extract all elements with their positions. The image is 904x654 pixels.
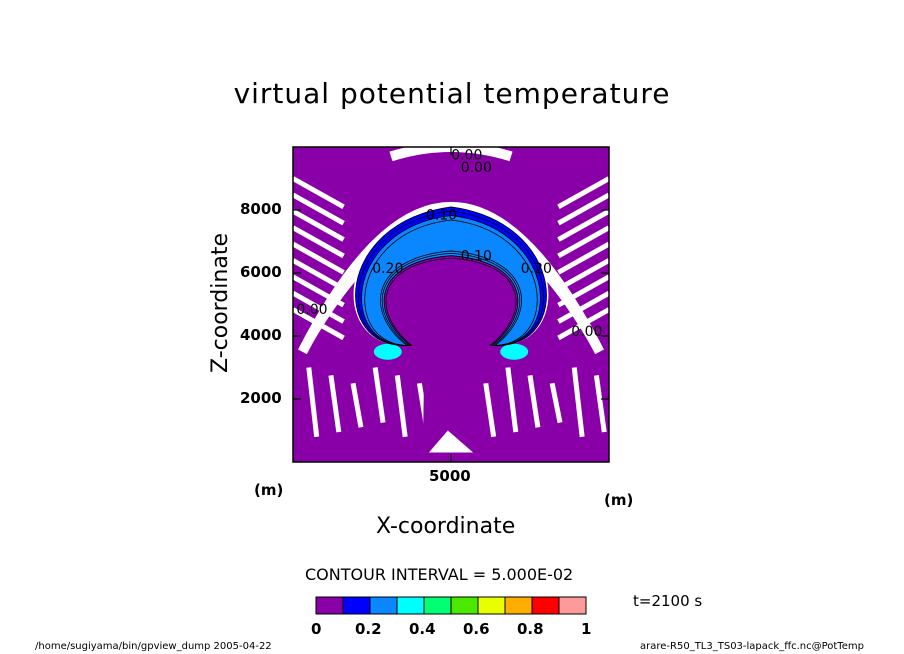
stripe <box>557 225 609 259</box>
y-axis-label: Z-coordinate <box>208 233 233 373</box>
footer-right: arare-R50_TL3_TS03-lapack_ffc.nc@PotTemp <box>640 641 864 652</box>
contour-fills <box>293 147 609 462</box>
streak <box>571 367 585 438</box>
contour-label: 0.10 <box>426 207 457 223</box>
streak <box>372 367 386 423</box>
colorbar-swatch <box>558 596 587 615</box>
x-axis-label: X-coordinate <box>376 514 516 539</box>
x-tick-label: 5000 <box>429 467 471 485</box>
y-tick-label: 4000 <box>240 326 282 344</box>
streak <box>593 375 607 433</box>
contour-label: 0.10 <box>461 248 492 264</box>
streak <box>350 382 364 428</box>
y-unit-label: (m) <box>604 491 634 509</box>
colorbar-swatch <box>531 596 560 615</box>
contour-label: 0.00 <box>461 160 492 176</box>
core-left <box>373 343 402 360</box>
colorbar-swatch <box>369 596 398 615</box>
streak <box>328 375 342 433</box>
stripe <box>557 176 609 210</box>
time-label: t=2100 s <box>633 592 703 610</box>
stripe <box>293 241 345 275</box>
stem-tip <box>428 430 474 453</box>
colorbar-swatch <box>504 596 533 615</box>
colorbar-tick-label: 0.2 <box>355 620 382 638</box>
contour-interval-label: CONTOUR INTERVAL = 5.000E-02 <box>305 565 574 584</box>
stripe <box>557 274 609 308</box>
streak <box>505 367 519 433</box>
contour-label: 0.20 <box>372 261 403 277</box>
contour-line <box>364 219 538 346</box>
colorbar-tick-label: 0 <box>311 620 322 638</box>
stripe <box>557 258 609 291</box>
stem <box>422 274 480 462</box>
colorbar-swatch <box>396 596 425 615</box>
stripe <box>557 192 609 226</box>
colorbar-tick-label: 1 <box>581 620 592 638</box>
contour-label: 0.20 <box>521 261 552 277</box>
stripe <box>293 225 345 259</box>
contour-line <box>355 206 547 346</box>
contour-label: 0.00 <box>571 324 602 340</box>
colorbar-swatch <box>450 596 479 615</box>
streak <box>549 382 563 424</box>
stripe <box>557 209 609 242</box>
streak <box>306 367 320 438</box>
stripe <box>293 274 345 308</box>
contour-label: 0.00 <box>296 302 327 318</box>
stripe <box>557 307 609 341</box>
streak <box>394 375 408 438</box>
footer-left: /home/sugiyama/bin/gpview_dump 2005-04-2… <box>35 641 272 652</box>
stripe <box>293 307 345 341</box>
colorbar-swatch <box>342 596 371 615</box>
stripe <box>557 241 609 275</box>
core-right <box>500 343 529 360</box>
stripe <box>293 209 345 242</box>
y-tick-label: 8000 <box>240 200 282 218</box>
stripe <box>293 258 345 291</box>
band-0.2 <box>361 215 541 346</box>
y-tick-label: 2000 <box>240 389 282 407</box>
stripe <box>557 290 609 324</box>
contour-label: 0.00 <box>451 148 482 164</box>
colorbar-swatch <box>477 596 506 615</box>
stripe <box>293 176 345 210</box>
contour-line <box>361 215 541 346</box>
colorbar-swatch <box>423 596 452 615</box>
colorbar-tick-label: 0.8 <box>517 620 544 638</box>
chart-title: virtual potential temperature <box>233 77 671 110</box>
y-tick-label: 6000 <box>240 263 282 281</box>
contour-line <box>358 210 544 346</box>
colorbar <box>315 596 587 615</box>
x-unit-label: (m) <box>254 481 284 499</box>
colorbar-tick-label: 0.6 <box>463 620 490 638</box>
colorbar-swatch <box>315 596 344 615</box>
stripe <box>293 290 345 324</box>
contour-lines <box>355 206 547 346</box>
zero-band <box>389 147 513 162</box>
contour-labels: 0.000.000.100.100.20 0.200.000.00 <box>296 148 602 340</box>
streak <box>527 374 541 428</box>
streak <box>483 382 497 438</box>
stripe <box>293 192 345 226</box>
axis-ticks <box>293 147 609 462</box>
colorbar-tick-label: 0.4 <box>409 620 436 638</box>
